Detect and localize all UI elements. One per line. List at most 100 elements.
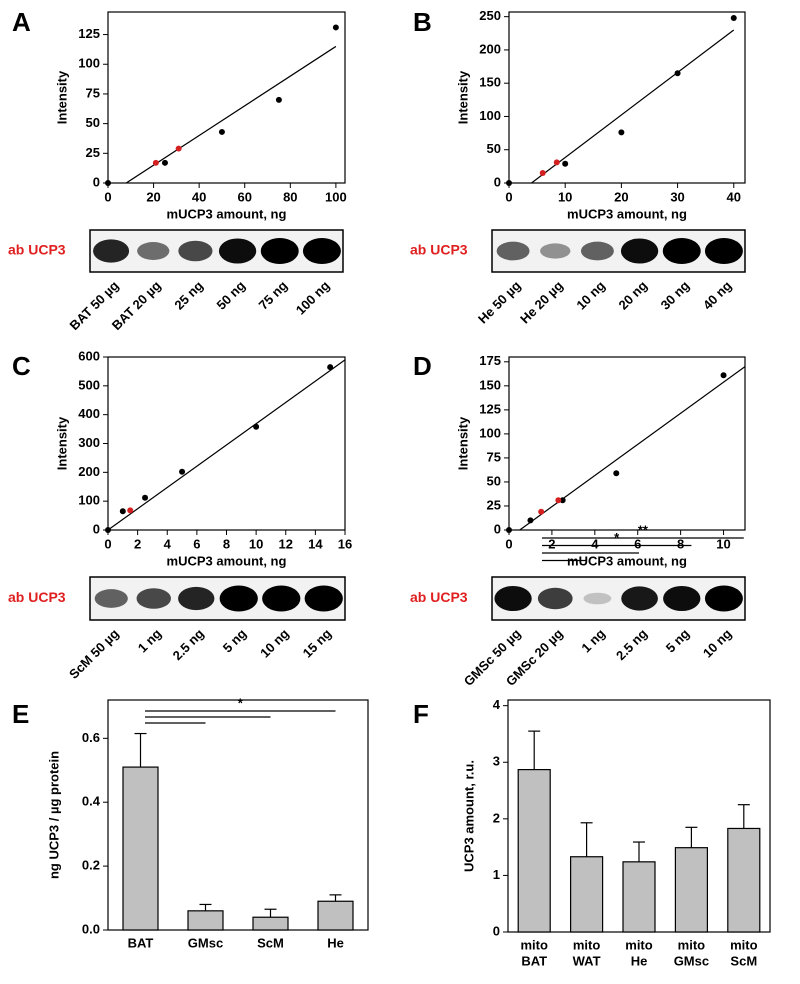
blot-band <box>302 238 341 264</box>
lane-label: 50 ng <box>214 278 249 313</box>
data-point <box>730 14 737 21</box>
x-tick-label: 8 <box>223 536 230 551</box>
lane-label: 5 ng <box>220 626 250 656</box>
blot-band <box>94 589 128 608</box>
x-tick-label: GMsc <box>674 953 709 968</box>
panel-letter: F <box>413 699 429 729</box>
x-tick-label: 0 <box>104 536 111 551</box>
data-point <box>127 507 134 514</box>
x-tick-label: 20 <box>614 189 628 204</box>
y-tick-label: 125 <box>78 26 100 41</box>
bar <box>727 827 761 933</box>
y-tick-label: 250 <box>479 8 501 23</box>
blot-band <box>580 241 614 261</box>
y-tick-label: 4 <box>493 697 501 712</box>
bar <box>674 847 709 933</box>
x-tick-label: 8 <box>677 536 684 551</box>
y-tick-label: 175 <box>479 353 501 368</box>
x-tick-label: 10 <box>249 536 263 551</box>
panel: C 0 100 200 300 400 500 600 Intensity 0 2 4 6 8 10 12 14… <box>8 348 352 681</box>
data-point <box>559 497 566 504</box>
bar <box>317 900 354 931</box>
blot-label: ab UCP3 <box>8 589 66 605</box>
y-tick-label: 0 <box>494 174 501 189</box>
data-point <box>555 497 562 504</box>
y-tick-label: 100 <box>479 108 501 123</box>
blot-band <box>621 586 658 611</box>
y-tick-label: 0.2 <box>82 858 100 873</box>
blot-band <box>540 243 571 259</box>
y-tick-label: 600 <box>78 348 100 363</box>
blot-band <box>662 238 701 264</box>
bar <box>252 916 289 931</box>
plot-frame <box>508 11 746 184</box>
blot-band <box>304 585 343 612</box>
lane-label: 5 ng <box>663 626 693 656</box>
x-axis-label: mUCP3 amount, ng <box>167 206 287 221</box>
x-tick-label: 0 <box>505 536 512 551</box>
lane-label: 1 ng <box>578 626 608 656</box>
y-tick-label: 3 <box>493 754 500 769</box>
y-tick-label: 0 <box>493 923 500 938</box>
data-point <box>506 180 512 186</box>
y-tick-label: 150 <box>479 75 501 90</box>
blot <box>491 576 746 621</box>
y-axis-label: Intensity <box>54 70 69 124</box>
blot-band <box>219 585 258 612</box>
y-tick-label: 500 <box>78 377 100 392</box>
y-tick-label: 100 <box>78 493 100 508</box>
y-tick-label: 75 <box>487 449 501 464</box>
y-axis-label: Intensity <box>54 416 69 470</box>
x-tick-label: He <box>631 953 648 968</box>
fit-line <box>107 359 346 531</box>
data-point <box>175 145 182 152</box>
panel-letter: B <box>413 7 432 37</box>
data-point <box>562 160 569 167</box>
x-tick-label: mito <box>625 937 653 952</box>
lane-label: ScM 50 µg <box>66 626 122 682</box>
y-tick-label: 1 <box>493 867 500 882</box>
x-axis-label: mUCP3 amount, ng <box>567 553 687 568</box>
lane-label: 75 ng <box>256 278 291 313</box>
data-point <box>119 508 126 515</box>
lane-label: 20 ng <box>616 278 651 313</box>
y-tick-label: 0.6 <box>82 730 100 745</box>
blot-band <box>494 585 532 612</box>
x-tick-label: 20 <box>146 189 160 204</box>
bar <box>187 910 224 931</box>
data-point <box>527 517 534 524</box>
data-point <box>327 364 334 371</box>
x-tick-label: ScM <box>730 953 757 968</box>
blot-band <box>704 585 743 612</box>
blot-band <box>620 238 659 264</box>
x-tick-label: mito <box>520 937 548 952</box>
x-tick-label: 6 <box>193 536 200 551</box>
y-tick-label: 25 <box>86 145 100 160</box>
blot-band <box>583 592 612 605</box>
bar <box>517 768 551 933</box>
y-tick-label: 150 <box>479 377 501 392</box>
x-tick-label: 2 <box>548 536 555 551</box>
y-tick-label: 400 <box>78 406 100 421</box>
y-tick-label: 75 <box>86 85 100 100</box>
y-tick-label: 50 <box>487 141 501 156</box>
data-point <box>105 180 111 186</box>
x-tick-label: 10 <box>558 189 572 204</box>
data-point <box>332 24 339 31</box>
y-axis-label: Intensity <box>455 416 470 470</box>
x-tick-label: 30 <box>670 189 684 204</box>
blot-band <box>178 586 215 611</box>
blot <box>89 576 346 621</box>
x-tick-label: 60 <box>237 189 251 204</box>
y-tick-label: 50 <box>487 473 501 488</box>
data-point <box>538 508 545 515</box>
blot-band <box>93 239 130 263</box>
lane-label: 1 ng <box>135 626 165 656</box>
data-point <box>152 159 159 166</box>
lane-label: He 20 µg <box>517 278 566 327</box>
lane-label: 2.5 ng <box>613 626 650 663</box>
data-point <box>253 423 260 430</box>
blot-band <box>178 240 213 262</box>
x-tick-label: mito <box>678 937 706 952</box>
